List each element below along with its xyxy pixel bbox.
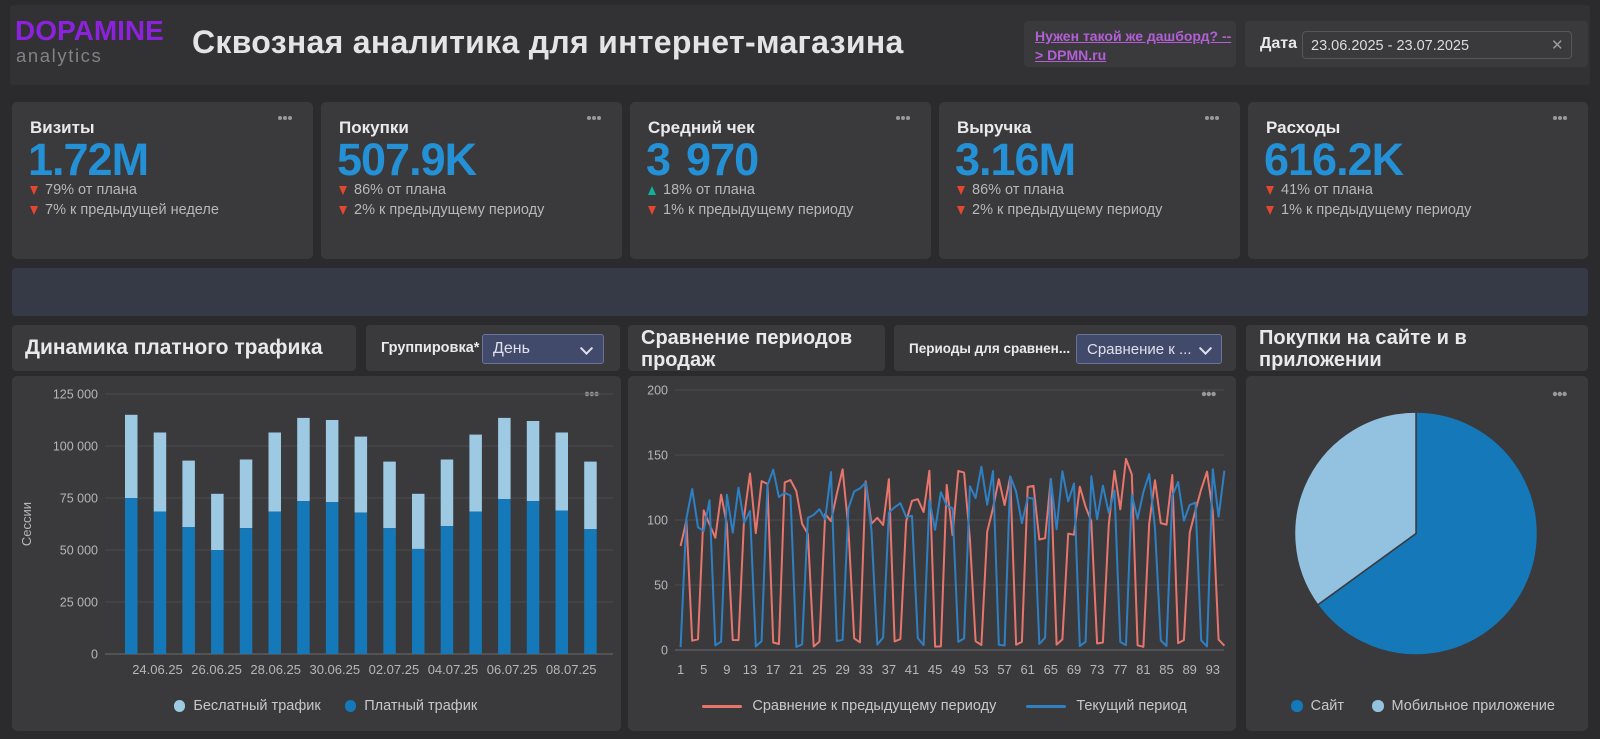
- svg-text:50: 50: [654, 579, 668, 593]
- svg-text:50 000: 50 000: [60, 544, 98, 558]
- svg-text:53: 53: [974, 662, 988, 677]
- svg-text:Сессии: Сессии: [19, 502, 34, 546]
- svg-text:5: 5: [700, 662, 707, 677]
- svg-text:65: 65: [1044, 662, 1058, 677]
- svg-text:49: 49: [951, 662, 965, 677]
- svg-text:89: 89: [1182, 662, 1196, 677]
- svg-text:02.07.25: 02.07.25: [369, 662, 420, 677]
- svg-text:25: 25: [812, 662, 826, 677]
- svg-text:1: 1: [677, 662, 684, 677]
- svg-text:57: 57: [997, 662, 1011, 677]
- svg-text:37: 37: [882, 662, 896, 677]
- svg-text:24.06.25: 24.06.25: [132, 662, 183, 677]
- svg-text:28.06.25: 28.06.25: [250, 662, 301, 677]
- svg-text:33: 33: [858, 662, 872, 677]
- svg-text:100: 100: [647, 514, 668, 528]
- svg-text:17: 17: [766, 662, 780, 677]
- svg-text:29: 29: [835, 662, 849, 677]
- svg-text:125 000: 125 000: [53, 388, 98, 402]
- svg-text:26.06.25: 26.06.25: [191, 662, 242, 677]
- svg-text:06.07.25: 06.07.25: [487, 662, 538, 677]
- svg-text:93: 93: [1206, 662, 1220, 677]
- svg-text:73: 73: [1090, 662, 1104, 677]
- svg-text:75 000: 75 000: [60, 492, 98, 506]
- svg-text:25 000: 25 000: [60, 596, 98, 610]
- svg-text:04.07.25: 04.07.25: [428, 662, 479, 677]
- svg-text:08.07.25: 08.07.25: [546, 662, 597, 677]
- svg-text:41: 41: [905, 662, 919, 677]
- svg-text:30.06.25: 30.06.25: [309, 662, 360, 677]
- svg-text:21: 21: [789, 662, 803, 677]
- svg-text:61: 61: [1020, 662, 1034, 677]
- svg-text:81: 81: [1136, 662, 1150, 677]
- svg-text:100 000: 100 000: [53, 440, 98, 454]
- svg-text:0: 0: [661, 644, 668, 658]
- svg-text:13: 13: [743, 662, 757, 677]
- svg-text:69: 69: [1067, 662, 1081, 677]
- svg-text:85: 85: [1159, 662, 1173, 677]
- svg-text:9: 9: [723, 662, 730, 677]
- svg-text:77: 77: [1113, 662, 1127, 677]
- svg-text:0: 0: [91, 648, 98, 662]
- svg-text:150: 150: [647, 449, 668, 463]
- svg-text:200: 200: [647, 384, 668, 398]
- svg-text:45: 45: [928, 662, 942, 677]
